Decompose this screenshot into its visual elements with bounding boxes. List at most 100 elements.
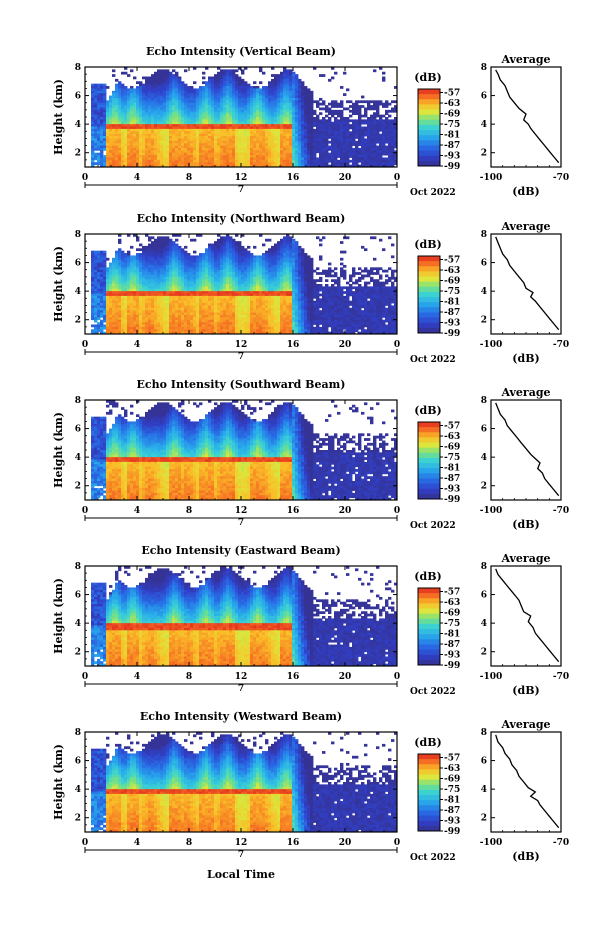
heatmap-cell — [289, 133, 293, 137]
heatmap-cell — [238, 150, 242, 154]
heatmap-cell — [280, 71, 284, 75]
heatmap-cell — [229, 71, 233, 75]
heatmap-cell — [208, 126, 212, 130]
heatmap-cell — [232, 100, 236, 104]
heatmap-cell — [256, 107, 260, 111]
heatmap-cell — [295, 109, 299, 113]
heatmap-cell — [91, 253, 95, 256]
heatmap-cell — [94, 303, 98, 306]
heatmap-cell — [145, 107, 149, 111]
x-tick-label: 4 — [134, 173, 140, 183]
heatmap-cell — [100, 295, 104, 299]
heatmap-cell — [280, 76, 284, 80]
heatmap-cell — [295, 133, 299, 137]
heatmap-cell — [127, 307, 131, 311]
heatmap-cell — [196, 124, 200, 127]
heatmap-cell — [271, 74, 275, 77]
heatmap-cell — [97, 155, 101, 158]
heatmap-cell — [175, 114, 179, 118]
heatmap-cell — [94, 317, 98, 321]
heatmap-cell — [199, 314, 203, 318]
heatmap-cell — [364, 133, 368, 137]
heatmap-cell — [229, 107, 233, 111]
heatmap-cell — [172, 257, 176, 261]
heatmap-cell — [214, 140, 218, 144]
heatmap-cell — [163, 107, 167, 111]
heatmap-cell — [337, 145, 341, 149]
heatmap-cell — [121, 86, 125, 89]
heatmap-cell — [166, 86, 170, 89]
heatmap-cell — [337, 155, 341, 158]
heatmap-cell — [136, 331, 140, 335]
heatmap-cell — [118, 136, 122, 139]
heatmap-cell — [169, 276, 173, 280]
heatmap-cell — [172, 274, 176, 278]
heatmap-cell — [193, 262, 197, 266]
heatmap-cell — [229, 105, 233, 108]
heatmap-cell — [181, 319, 185, 323]
heatmap-cell — [211, 250, 215, 254]
heatmap-cell — [262, 157, 266, 161]
heatmap-cell — [124, 159, 128, 163]
heatmap-cell — [166, 76, 170, 80]
heatmap-cell — [286, 143, 290, 146]
heatmap-cell — [91, 140, 95, 144]
heatmap-cell — [214, 100, 218, 104]
heatmap-cell — [100, 90, 104, 94]
heatmap-cell — [268, 88, 272, 92]
heatmap-cell — [94, 262, 98, 266]
heatmap-cell — [166, 329, 170, 333]
heatmap-cell — [184, 143, 188, 146]
heatmap-cell — [241, 86, 245, 89]
heatmap-cell — [118, 86, 122, 89]
heatmap-cell — [301, 112, 305, 116]
heatmap-cell — [94, 264, 98, 268]
heatmap-cell — [382, 157, 386, 161]
heatmap-cell — [163, 286, 167, 290]
heatmap-cell — [199, 162, 203, 166]
heatmap-cell — [271, 67, 275, 70]
heatmap-cell — [247, 138, 251, 142]
heatmap-cell — [136, 269, 140, 273]
heatmap-cell — [166, 81, 170, 85]
heatmap-cell — [319, 97, 323, 101]
heatmap-cell — [157, 319, 161, 323]
heatmap-cell — [148, 238, 152, 242]
heatmap-cell — [172, 124, 176, 127]
heatmap-cell — [193, 322, 197, 325]
heatmap-cell — [130, 274, 134, 278]
heatmap-cell — [172, 147, 176, 151]
heatmap-cell — [184, 324, 188, 328]
heatmap-cell — [124, 152, 128, 156]
heatmap-cell — [196, 264, 200, 268]
heatmap-cell — [103, 164, 107, 168]
heatmap-cell — [136, 307, 140, 311]
heatmap-cell — [283, 128, 287, 132]
heatmap-cell — [190, 272, 194, 275]
heatmap-cell — [235, 133, 239, 137]
heatmap-cell — [316, 140, 320, 144]
heatmap-cell — [124, 269, 128, 273]
heatmap-cell — [172, 95, 176, 99]
heatmap-cell — [370, 100, 374, 104]
heatmap-cell — [193, 291, 197, 294]
heatmap-cell — [118, 121, 122, 125]
heatmap-cell — [124, 303, 128, 306]
heatmap-cell — [148, 126, 152, 130]
heatmap-cell — [145, 286, 149, 290]
heatmap-cell — [115, 253, 119, 256]
heatmap-cell — [355, 162, 359, 166]
heatmap-cell — [103, 276, 107, 280]
heatmap-cell — [178, 250, 182, 254]
heatmap-cell — [100, 159, 104, 163]
heatmap-cell — [199, 288, 203, 292]
heatmap-cell — [103, 162, 107, 166]
heatmap-cell — [268, 112, 272, 116]
heatmap-cell — [361, 157, 365, 161]
heatmap-cell — [121, 93, 125, 96]
heatmap-cell — [115, 317, 119, 321]
heatmap-cell — [100, 124, 104, 127]
heatmap-cell — [205, 303, 209, 306]
heatmap-cell — [94, 109, 98, 113]
heatmap-cell — [124, 100, 128, 104]
